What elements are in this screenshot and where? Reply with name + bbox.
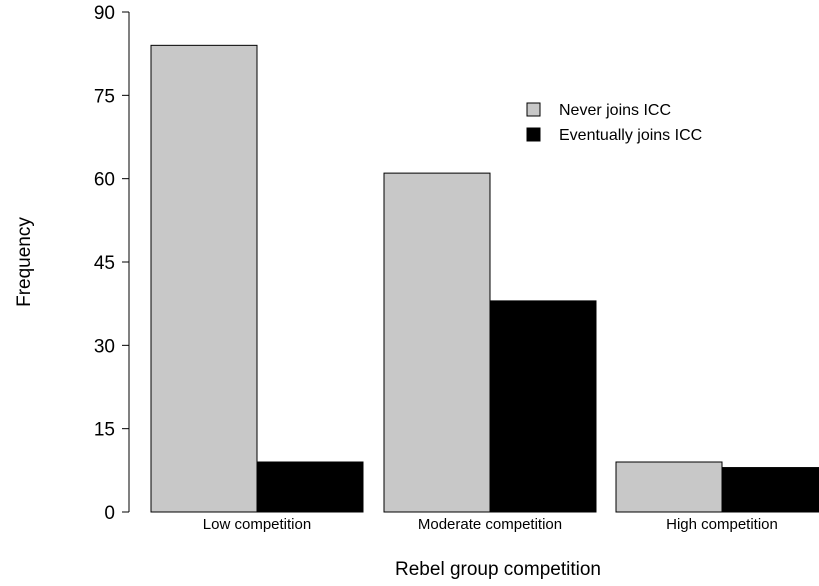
bar-never-joins [383,172,491,513]
y-tick-label: 15 [94,420,115,441]
bar-eventually-joins [256,461,364,513]
bar-eventually-joins [489,300,597,513]
y-tick-label: 60 [94,170,115,191]
x-axis-title: Rebel group competition [395,559,601,580]
legend-label: Never joins ICC [559,102,671,119]
y-tick-label: 90 [94,3,115,24]
bars [150,44,819,513]
x-category-label: High competition [666,516,778,533]
y-tick-label: 75 [94,86,115,107]
legend: Never joins ICC Eventually joins ICC [526,102,702,144]
legend-swatch [526,102,541,117]
legend-swatch [526,127,541,142]
bar-never-joins [150,44,258,513]
x-axis-category-labels: Low competition Moderate competition High … [203,516,778,533]
y-tick-label: 30 [94,336,115,357]
y-axis-ticks: 0 15 30 45 60 75 90 [94,3,129,524]
y-tick-label: 0 [104,503,115,524]
legend-label: Eventually joins ICC [559,127,702,144]
x-category-label: Moderate competition [418,516,562,533]
x-category-label: Low competition [203,516,311,533]
bar-eventually-joins [721,467,819,513]
y-tick-label: 45 [94,253,115,274]
y-axis-title: Frequency [14,217,35,307]
bar-never-joins [615,461,723,513]
